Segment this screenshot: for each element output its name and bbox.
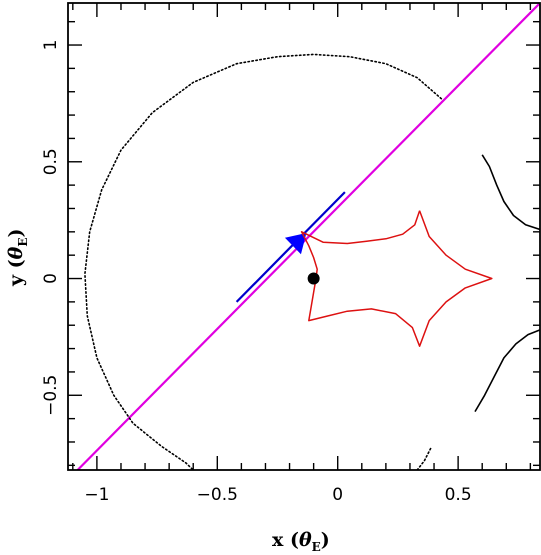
critical-curve-dotted — [84, 53, 443, 470]
y-axis-title: y (θE) — [5, 229, 30, 288]
x-tick-label: 0 — [332, 485, 343, 505]
tick-labels: −1 −0.5 0 0.5 −0.5 0 0.5 1 — [41, 40, 472, 505]
y-tick-label: −0.5 — [41, 375, 61, 416]
caustic-curve — [300, 210, 493, 347]
x-tick-label: −0.5 — [197, 485, 238, 505]
critical-curve-dotted — [416, 445, 433, 470]
x-axis-title-symbol: θ — [299, 529, 312, 551]
source-trajectory-line — [76, 3, 540, 470]
axis-ticks — [68, 3, 540, 470]
x-axis-title: x (θE) — [272, 529, 330, 554]
lens-marker — [307, 272, 320, 285]
plot-area — [76, 3, 540, 470]
x-axis-title-main: x — [272, 529, 284, 551]
source-trajectory-highlight — [235, 191, 346, 303]
x-axis-title-subscript: E — [312, 540, 321, 554]
y-axis-title-subscript: E — [16, 238, 30, 247]
x-tick-label: −1 — [84, 485, 109, 505]
x-tick-label: 0.5 — [445, 485, 472, 505]
critical-curve-segment — [474, 329, 540, 413]
y-axis-title-symbol: θ — [5, 246, 27, 259]
direction-arrow — [284, 232, 307, 255]
y-tick-label: 0 — [41, 273, 61, 284]
critical-curve-segment — [481, 154, 540, 231]
y-tick-label: 1 — [41, 40, 61, 51]
y-axis-title-main: y — [5, 274, 27, 287]
y-tick-label: 0.5 — [41, 148, 61, 175]
plot-frame — [67, 2, 541, 471]
